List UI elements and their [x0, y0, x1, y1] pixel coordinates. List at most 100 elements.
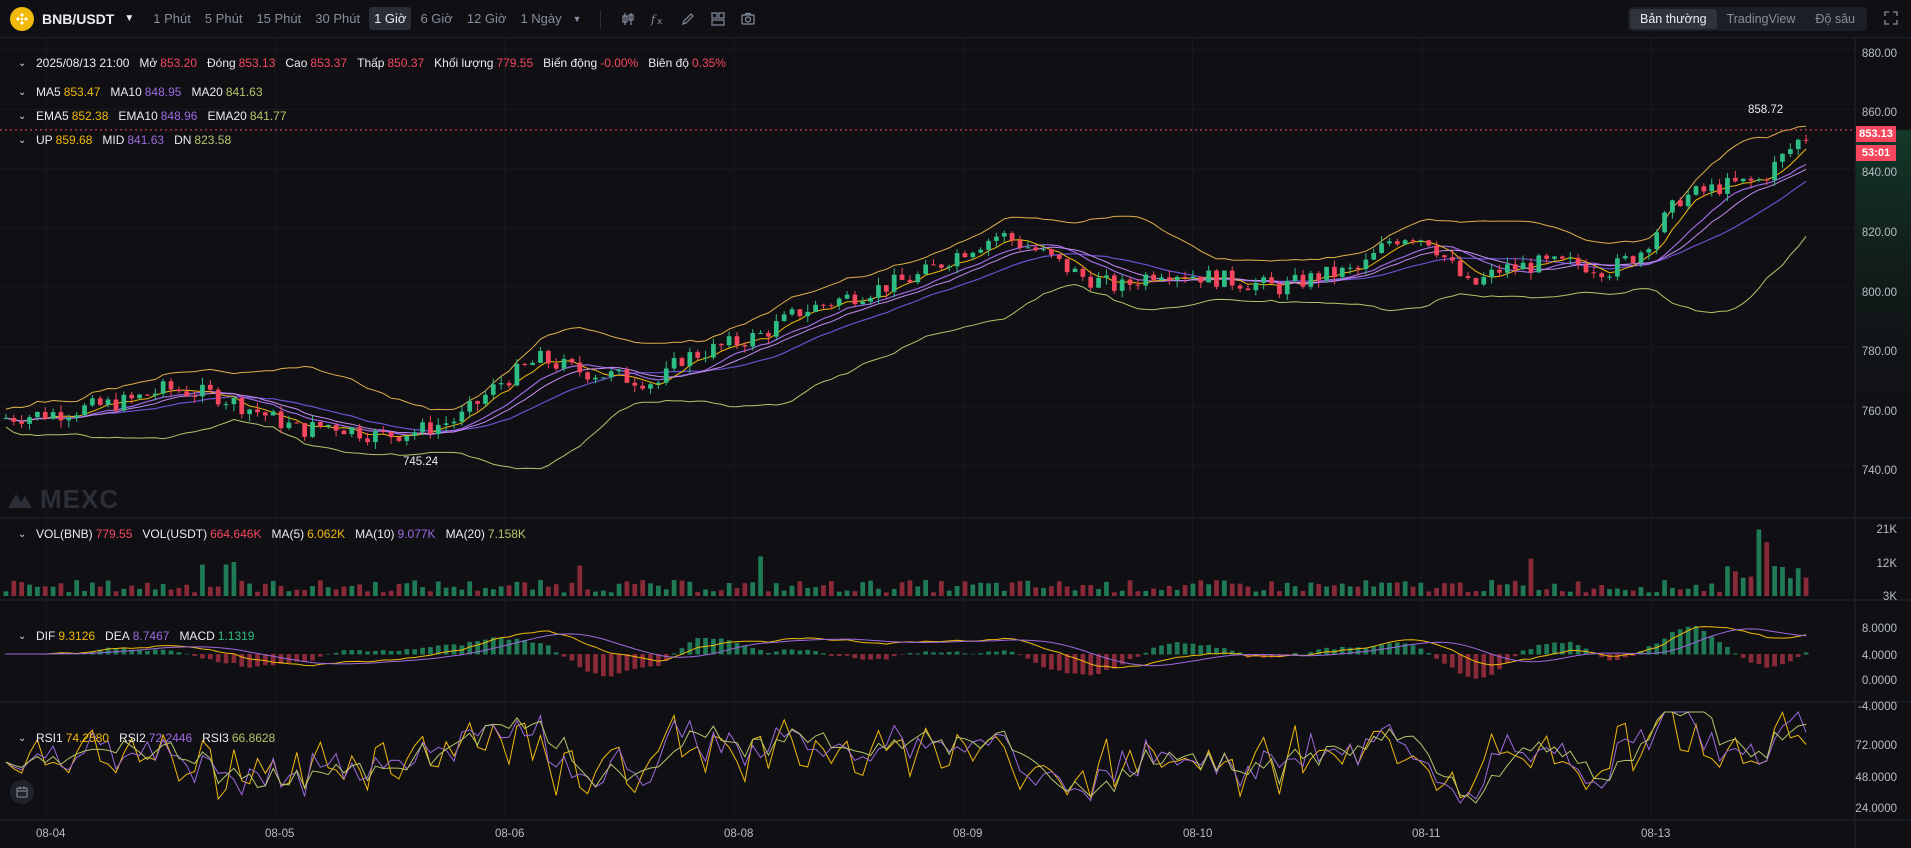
timeframe-more-dropdown[interactable]: 1 Ngày	[520, 11, 562, 26]
volume-bar	[1756, 529, 1762, 596]
chevron-down-icon[interactable]: ▼	[572, 13, 582, 24]
drawing-tools-toggle-icon[interactable]	[10, 780, 34, 804]
collapse-chevron-icon[interactable]: ⌄	[18, 528, 27, 540]
volume-bar	[1308, 582, 1314, 596]
macd-histogram-bar	[978, 653, 984, 655]
volume-bar	[907, 580, 913, 596]
volume-bar	[1143, 591, 1149, 596]
volume-bar	[632, 584, 638, 596]
candle-body	[451, 421, 457, 424]
layout-settings-icon[interactable]	[703, 5, 733, 33]
volume-bar	[939, 581, 944, 596]
timeframe-12h[interactable]: 12 Giờ	[466, 11, 507, 26]
volume-bar	[113, 591, 119, 596]
timeframe-15m[interactable]: 15 Phút	[256, 11, 302, 26]
collapse-chevron-icon[interactable]: ⌄	[18, 134, 27, 146]
macd-histogram-bar	[797, 650, 803, 655]
timeframe-1m[interactable]: 1 Phút	[153, 11, 191, 26]
rsi-axis-label: 24.0000	[1855, 803, 1897, 815]
timeframe-6h[interactable]: 6 Giờ	[420, 11, 453, 26]
screenshot-camera-icon[interactable]	[733, 5, 763, 33]
vol-ma5-value: 6.062K	[307, 527, 346, 541]
collapse-chevron-icon[interactable]: ⌄	[18, 630, 27, 642]
volume-bar	[1787, 578, 1793, 596]
view-standard[interactable]: Bản thường	[1629, 9, 1717, 29]
volume-bar	[1190, 583, 1196, 596]
volume-bar	[946, 590, 952, 596]
macd-histogram-bar	[844, 654, 850, 656]
collapse-chevron-icon[interactable]: ⌄	[18, 732, 27, 744]
macd-histogram-bar	[1465, 654, 1471, 677]
volume-bar	[1575, 581, 1581, 596]
amplitude-label: Biên độ	[648, 56, 689, 70]
volume-bar	[239, 580, 245, 596]
macd-histogram-bar	[1670, 631, 1675, 655]
volume-bar	[852, 591, 858, 596]
candle-body	[585, 372, 590, 380]
candle-body	[1072, 268, 1078, 273]
timeframe-1h[interactable]: 1 Giờ	[369, 7, 412, 30]
volume-bar	[766, 591, 771, 596]
macd-histogram-bar	[899, 654, 905, 655]
collapse-chevron-icon[interactable]: ⌄	[18, 110, 27, 122]
candle-body	[648, 384, 653, 389]
view-depth[interactable]: Độ sâu	[1815, 12, 1855, 26]
rsi2-label: RSI2	[119, 731, 146, 745]
candle-body	[1104, 275, 1109, 278]
ma20-label: MA20	[191, 85, 223, 99]
macd-histogram-bar	[1748, 654, 1754, 663]
timeframe-30m[interactable]: 30 Phút	[315, 11, 361, 26]
drawing-pencil-icon[interactable]	[673, 5, 703, 33]
amplitude-value: 0.35%	[691, 56, 726, 70]
macd-histogram-bar	[1481, 654, 1487, 678]
candle-body	[475, 401, 480, 404]
view-tradingview[interactable]: TradingView	[1726, 12, 1796, 26]
candle-body	[278, 411, 284, 429]
symbol-dropdown-caret-icon[interactable]: ▼	[124, 13, 135, 24]
candle-body	[813, 304, 818, 312]
volume-bar	[954, 586, 960, 596]
volume-bar	[1709, 583, 1715, 596]
macd-histogram-bar	[1316, 649, 1322, 655]
candle-body	[1261, 277, 1267, 283]
candle-body	[1127, 279, 1133, 285]
macd-histogram-bar	[734, 642, 740, 655]
change-label: Biến động	[543, 56, 598, 70]
candle-body	[994, 236, 999, 241]
candle-body	[1544, 255, 1550, 259]
candle-body	[1418, 240, 1424, 242]
volume-bar	[1646, 592, 1652, 596]
candle-body	[1277, 283, 1282, 295]
volume-bar	[1025, 580, 1031, 596]
collapse-chevron-icon[interactable]: ⌄	[18, 57, 27, 69]
fullscreen-icon[interactable]	[1883, 10, 1901, 28]
candlestick-chart[interactable]	[0, 38, 1911, 848]
volume-bar	[19, 582, 25, 596]
macd-histogram-bar	[270, 654, 276, 666]
volume-bar	[396, 583, 402, 596]
collapse-chevron-icon[interactable]: ⌄	[18, 86, 27, 98]
symbol-name[interactable]: BNB/USDT	[42, 10, 115, 27]
macd-histogram-bar	[1567, 641, 1573, 655]
timeframe-5m[interactable]: 5 Phút	[204, 11, 243, 26]
candlestick-type-icon[interactable]	[613, 5, 643, 33]
volume-bar	[1795, 568, 1801, 596]
macd-histogram-bar	[538, 643, 543, 655]
candle-body	[1111, 275, 1117, 291]
macd-histogram-bar	[907, 653, 913, 655]
candle-body	[1528, 262, 1534, 273]
volume-bar	[1214, 580, 1219, 596]
candle-body	[1654, 232, 1660, 250]
candle-body	[1363, 259, 1369, 270]
volume-bar	[978, 582, 984, 596]
macd-histogram-bar	[160, 649, 166, 655]
volume-bar	[349, 585, 355, 596]
macd-histogram-bar	[333, 652, 339, 655]
candle-body	[105, 399, 111, 405]
rsi2-value: 72.2446	[148, 731, 193, 745]
macd-histogram-bar	[1575, 645, 1581, 655]
ohlc-date: 2025/08/13 21:00	[36, 56, 130, 70]
candle-body	[349, 427, 355, 435]
candle-body	[1575, 257, 1581, 265]
